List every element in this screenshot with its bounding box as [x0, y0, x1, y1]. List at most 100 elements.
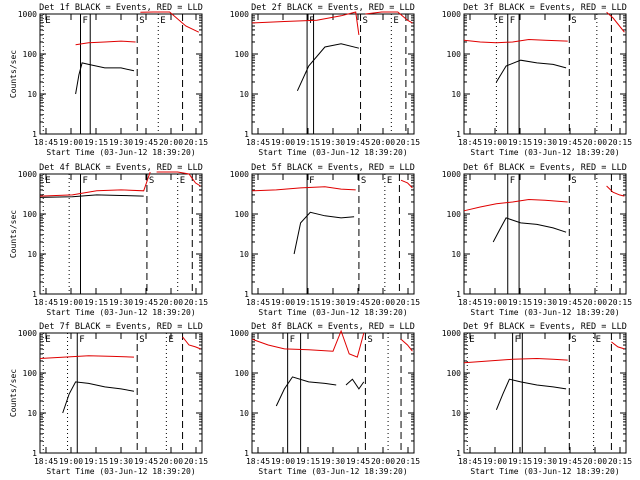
x-tick-label: 18:45	[458, 298, 482, 307]
chart-title: Det 7f BLACK = Events, RED = LLD	[39, 322, 203, 332]
lld-series-line	[463, 357, 568, 364]
x-tick-label: 19:30	[321, 138, 345, 147]
event-marker-label: F	[515, 335, 520, 345]
y-tick-label: 1	[244, 449, 249, 458]
x-tick-label: 20:00	[159, 457, 183, 466]
events-series-line	[495, 378, 567, 410]
x-tick-label: 18:45	[34, 298, 58, 307]
y-tick-label: 100	[23, 369, 38, 378]
lld-series-line	[251, 11, 360, 35]
plot-frame	[39, 332, 203, 454]
lld-series-line	[140, 11, 200, 33]
x-tick-label: 19:00	[59, 298, 83, 307]
x-tick-label: 19:30	[533, 298, 557, 307]
y-tick-label: 10	[239, 409, 249, 418]
event-marker-label: F	[309, 16, 314, 26]
lld-series-line	[365, 11, 413, 24]
lld-series-line	[39, 355, 135, 359]
x-tick-label: 20:15	[396, 298, 420, 307]
y-tick-label: 10	[27, 90, 37, 99]
event-marker-label: S	[139, 16, 144, 26]
x-tick-label: 18:45	[458, 138, 482, 147]
event-marker-label: E	[45, 176, 50, 186]
x-tick-label: 19:45	[558, 457, 582, 466]
events-series-line	[293, 211, 355, 255]
x-tick-label: 20:15	[608, 138, 632, 147]
x-axis-label: Start Time (03-Jun-12 18:39:20)	[258, 308, 407, 317]
event-marker-label: E	[393, 16, 398, 26]
y-tick-label: 1	[32, 449, 37, 458]
event-marker-label: F	[83, 16, 88, 26]
events-series-line	[492, 217, 567, 243]
y-tick-label: 1000	[230, 10, 249, 19]
y-tick-label: 1000	[230, 329, 249, 338]
x-tick-label: 19:45	[134, 457, 158, 466]
event-marker-label: E	[469, 335, 474, 345]
chart-panel-8: Det 8f BLACK = Events, RED = LLD 1 10 100 10…	[230, 322, 420, 476]
y-tick-label: 1	[244, 130, 249, 139]
plot-frame	[251, 173, 415, 295]
x-tick-label: 19:00	[483, 457, 507, 466]
event-marker-label: F	[309, 176, 314, 186]
event-marker-label: E	[168, 335, 173, 345]
event-marker-label: E	[498, 16, 503, 26]
y-tick-label: 10	[27, 409, 37, 418]
y-tick-label: 10	[239, 250, 249, 259]
x-tick-label: 19:15	[84, 457, 108, 466]
lld-series-line	[611, 341, 625, 350]
x-tick-label: 20:00	[583, 298, 607, 307]
y-axis-label: Counts/sec	[9, 369, 18, 417]
y-tick-label: 10	[451, 250, 461, 259]
x-tick-label: 20:15	[184, 138, 208, 147]
y-tick-label: 1	[456, 130, 461, 139]
x-tick-label: 20:00	[371, 138, 395, 147]
x-tick-label: 19:15	[296, 138, 320, 147]
event-marker-label: S	[571, 16, 576, 26]
chart-panel-6: Det 6f BLACK = Events, RED = LLD 1 10 100 10…	[442, 163, 632, 317]
x-tick-label: 18:45	[246, 298, 270, 307]
x-tick-label: 20:00	[159, 138, 183, 147]
lld-series-line	[156, 171, 201, 187]
plot-frame	[463, 13, 627, 135]
event-marker-label: F	[510, 16, 515, 26]
y-tick-label: 1000	[442, 10, 461, 19]
event-marker-label: S	[363, 16, 368, 26]
x-axis-label: Start Time (03-Jun-12 18:39:20)	[470, 148, 619, 157]
x-tick-label: 19:00	[271, 138, 295, 147]
lld-series-line	[39, 171, 151, 197]
x-tick-label: 19:00	[271, 298, 295, 307]
event-marker-label: E	[45, 335, 50, 345]
x-tick-label: 18:45	[34, 138, 58, 147]
x-tick-label: 19:15	[508, 457, 532, 466]
x-tick-label: 19:45	[558, 298, 582, 307]
x-axis-label: Start Time (03-Jun-12 18:39:20)	[258, 148, 407, 157]
x-tick-label: 18:45	[458, 457, 482, 466]
x-tick-label: 20:15	[184, 457, 208, 466]
y-tick-label: 1000	[442, 329, 461, 338]
event-marker-label: F	[290, 335, 295, 345]
x-tick-label: 19:45	[134, 298, 158, 307]
x-tick-label: 19:30	[533, 457, 557, 466]
x-tick-label: 19:00	[59, 457, 83, 466]
lld-series-line	[75, 40, 136, 46]
chart-title: Det 2f BLACK = Events, RED = LLD	[251, 3, 415, 13]
event-marker-label: S	[361, 176, 366, 186]
chart-title: Det 6f BLACK = Events, RED = LLD	[463, 163, 627, 173]
event-marker-label: S	[139, 335, 144, 345]
y-tick-label: 10	[27, 250, 37, 259]
events-series-line	[275, 376, 337, 407]
y-tick-label: 100	[23, 50, 38, 59]
chart-title: Det 3f BLACK = Events, RED = LLD	[463, 3, 627, 13]
y-tick-label: 10	[451, 90, 461, 99]
x-axis-label: Start Time (03-Jun-12 18:39:20)	[46, 148, 195, 157]
chart-title: Det 9f BLACK = Events, RED = LLD	[463, 322, 627, 332]
x-axis-label: Start Time (03-Jun-12 18:39:20)	[258, 467, 407, 476]
x-tick-label: 20:00	[159, 298, 183, 307]
chart-panel-4: Det 4f BLACK = Events, RED = LLD 1 10 100 10…	[9, 163, 208, 317]
lld-series-line	[463, 198, 568, 212]
x-tick-label: 20:00	[583, 138, 607, 147]
event-marker-label: S	[367, 335, 372, 345]
y-tick-label: 1000	[18, 329, 37, 338]
x-tick-label: 20:15	[396, 138, 420, 147]
x-tick-label: 19:45	[346, 298, 370, 307]
